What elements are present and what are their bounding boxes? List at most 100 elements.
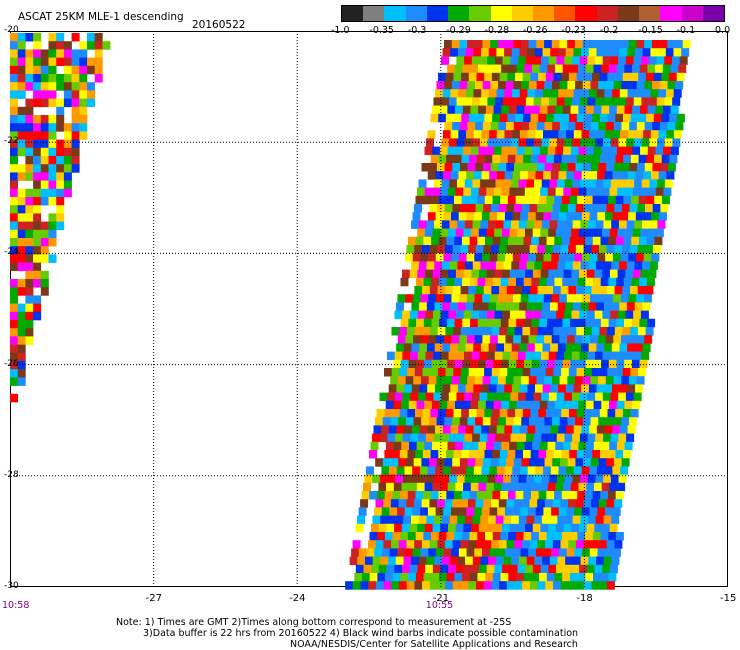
swath-cell xyxy=(606,163,615,172)
swath-cell xyxy=(470,359,479,369)
swath-cell xyxy=(366,548,375,557)
swath-cell xyxy=(603,433,611,443)
swath-cell xyxy=(626,138,635,147)
swath-cell xyxy=(510,351,519,361)
swath-cell xyxy=(25,246,34,255)
swath-cell xyxy=(614,245,623,254)
swath-cell xyxy=(569,154,578,164)
swath-cell xyxy=(662,64,671,74)
swath-cell xyxy=(458,130,467,139)
swath-cell xyxy=(458,507,467,516)
swath-cell xyxy=(56,205,65,214)
swath-cell xyxy=(399,409,408,418)
swath-cell xyxy=(445,286,454,295)
swath-cell xyxy=(590,81,599,90)
swath-cell xyxy=(498,376,506,385)
swath-cell xyxy=(601,105,610,115)
swath-cell xyxy=(634,261,643,270)
swath-cell xyxy=(33,49,42,58)
swath-cell xyxy=(666,89,674,98)
swath-cell xyxy=(543,548,552,557)
swath-cell xyxy=(418,179,427,188)
swath-cell xyxy=(614,163,622,172)
swath-cell xyxy=(601,482,610,492)
swath-cell xyxy=(489,425,497,434)
swath-cell xyxy=(545,72,554,82)
swath-cell xyxy=(509,187,518,197)
swath-cell xyxy=(545,286,554,295)
swath-cell xyxy=(56,172,65,181)
colorbar-swatch xyxy=(639,6,661,21)
swath-cell xyxy=(408,532,416,541)
swath-cell xyxy=(563,482,572,492)
swath-cell xyxy=(530,368,539,377)
swath-cell xyxy=(384,409,393,418)
swath-cell xyxy=(587,474,596,484)
swath-cell xyxy=(10,295,18,304)
swath-cell xyxy=(40,238,49,247)
swath-cell xyxy=(410,474,419,484)
swath-cell xyxy=(590,163,599,172)
swath-cell xyxy=(541,474,550,484)
swath-cell xyxy=(394,310,403,320)
swath-cell xyxy=(532,105,541,115)
swath-cell xyxy=(566,548,575,557)
swath-cell xyxy=(429,458,438,467)
swath-cell xyxy=(581,171,590,180)
swath-cell xyxy=(398,540,407,549)
swath-cell xyxy=(33,33,42,42)
swath-cell xyxy=(412,548,421,557)
swath-cell xyxy=(667,122,676,131)
swath-cell xyxy=(466,130,474,139)
swath-cell xyxy=(634,220,643,229)
swath-cell xyxy=(550,89,559,98)
swath-cell xyxy=(537,499,546,508)
swath-cell xyxy=(455,523,464,533)
swath-cell xyxy=(439,318,448,328)
swath-cell xyxy=(554,318,563,328)
swath-cell xyxy=(437,286,446,295)
swath-cell xyxy=(614,204,623,213)
swath-cell xyxy=(547,318,555,328)
swath-cell xyxy=(560,286,569,295)
swath-cell xyxy=(48,49,57,58)
swath-cell xyxy=(501,187,510,197)
swath-cell xyxy=(10,254,18,263)
swath-cell xyxy=(619,425,628,434)
swath-cell xyxy=(629,245,638,254)
swath-cell xyxy=(542,556,551,566)
swath-cell xyxy=(572,556,581,566)
swath-cell xyxy=(48,33,57,42)
swath-cell xyxy=(40,221,49,231)
swath-cell xyxy=(575,458,584,467)
swath-cell xyxy=(442,343,451,352)
swath-cell xyxy=(483,499,492,508)
swath-cell xyxy=(493,318,502,328)
swath-cell xyxy=(500,573,509,582)
swath-cell xyxy=(413,417,422,426)
swath-cell xyxy=(392,450,401,459)
swath-cell xyxy=(563,146,572,156)
swath-cell xyxy=(506,581,515,590)
swath-cell xyxy=(636,81,645,90)
swath-cell xyxy=(675,40,683,49)
swath-cell xyxy=(530,327,539,336)
swath-cell xyxy=(624,187,633,197)
swath-cell xyxy=(604,171,613,180)
swath-cell xyxy=(510,97,519,106)
swath-cell xyxy=(33,172,42,181)
swath-cell xyxy=(545,368,554,377)
swath-cell xyxy=(619,261,628,270)
swath-cell xyxy=(33,197,42,206)
colorbar-swatch xyxy=(617,6,640,21)
swath-cell xyxy=(613,294,622,303)
swath-cell xyxy=(609,482,618,492)
swath-cell xyxy=(400,318,409,328)
swath-cell xyxy=(629,204,638,213)
swath-cell xyxy=(476,368,485,377)
swath-cell xyxy=(419,466,428,475)
swath-cell xyxy=(460,540,469,549)
swath-cell xyxy=(522,368,531,377)
swath-cell xyxy=(491,368,500,377)
swath-cell xyxy=(470,400,479,410)
